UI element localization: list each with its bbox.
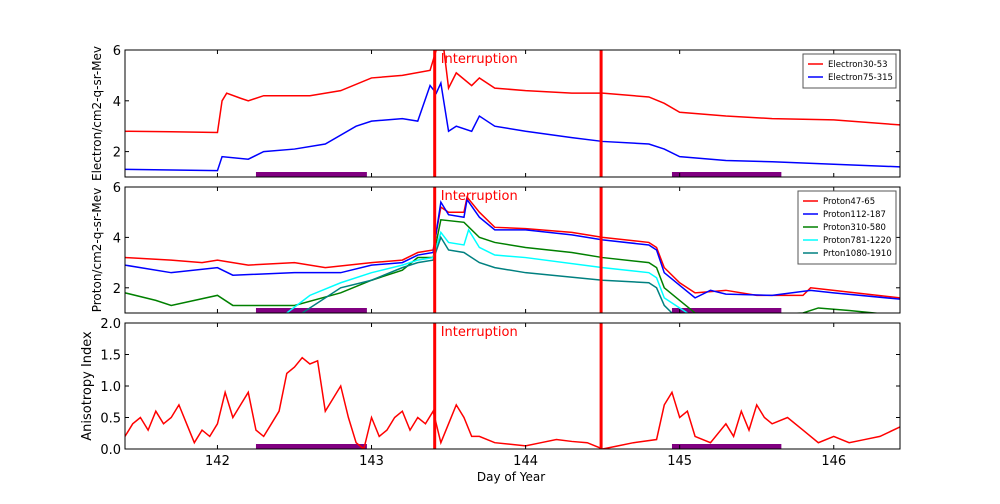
x-tick-label: 143	[359, 454, 384, 469]
interruption-label: Interruption	[441, 52, 518, 67]
series-line-electron30-53	[125, 50, 900, 134]
y-tick-label: 2	[113, 282, 121, 297]
y-axis-label: Anisotropy Index	[80, 331, 95, 441]
y-axis-label: Proton/cm2-q-sr-Mev	[90, 188, 104, 313]
series-line-proton781-1220	[286, 228, 688, 313]
y-tick-label: 0.0	[100, 443, 121, 458]
legend-label: Proton112-187	[823, 210, 886, 220]
legend-label: Prton1080-1910	[823, 249, 892, 259]
purple-bar	[255, 308, 367, 313]
legend: Electron30-53 Electron75-315	[802, 53, 897, 89]
axes-frame	[124, 49, 901, 178]
legend-label: Proton781-1220	[823, 236, 891, 246]
axes-frame	[124, 186, 901, 314]
series-line-electron75-315	[125, 80, 900, 172]
y-tick-label: 2.0	[100, 317, 121, 332]
purple-bar	[255, 444, 367, 449]
x-tick-label: 144	[513, 454, 538, 469]
y-tick-label: 2	[113, 146, 121, 161]
panel-1: Interruption 2 4 6 Electron/cm2-q-sr-Mev Elec…	[90, 44, 901, 181]
purple-bar	[255, 172, 367, 177]
series-line-proton310-580	[125, 218, 883, 313]
y-tick-label: 0.5	[100, 412, 121, 427]
y-tick-label: 6	[113, 181, 121, 196]
interruption-label: Interruption	[441, 189, 518, 204]
legend-label: Proton47-65	[823, 197, 875, 207]
panel-2: Interruption 2 4 6 Proton/cm2-q-sr-Mev Proton…	[90, 181, 901, 314]
series-line-anisotropy	[125, 356, 900, 449]
legend-label: Electron75-315	[828, 73, 893, 83]
interruption-label: Interruption	[441, 325, 518, 340]
y-tick-label: 1.0	[100, 380, 121, 395]
y-tick-label: 4	[113, 231, 121, 246]
series-line-proton112-187	[125, 197, 900, 300]
series-line-proton47-65	[125, 195, 900, 299]
purple-bar	[671, 444, 782, 449]
y-axis-label: Electron/cm2-q-sr-Mev	[90, 46, 104, 181]
legend: Proton47-65 Proton112-187 Proton310-580 Pro…	[797, 190, 897, 265]
legend-box	[802, 53, 897, 89]
x-tick-label: 145	[667, 454, 692, 469]
purple-bar	[671, 308, 782, 313]
axes-frame	[124, 322, 901, 450]
series-line-prton1080-1910	[301, 235, 673, 313]
x-axis-label: Day of Year	[477, 470, 545, 484]
x-tick-label: 142	[205, 454, 230, 469]
legend-label: Electron30-53	[828, 60, 888, 70]
x-tick-label: 146	[821, 454, 846, 469]
y-tick-label: 6	[113, 44, 121, 59]
y-tick-label: 1.5	[100, 349, 121, 364]
legend-label: Proton310-580	[823, 223, 886, 233]
purple-bar	[671, 172, 782, 177]
panel-3: Interruption 0.0 0.5 1.0 1.5 2.0 142 143 144 145 1…	[80, 317, 901, 484]
y-tick-label: 4	[113, 95, 121, 110]
